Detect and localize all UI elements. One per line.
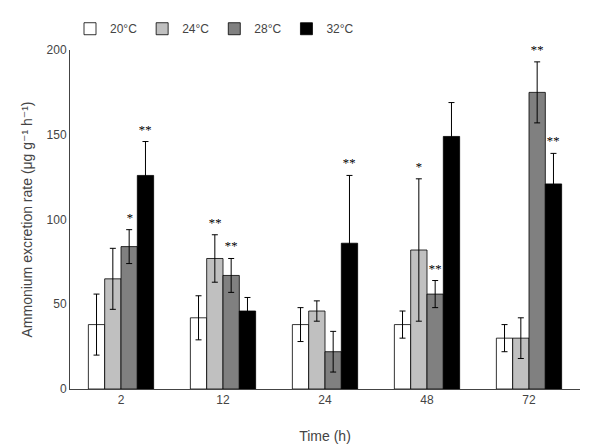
svg-text:24: 24 — [318, 393, 332, 407]
svg-text:**: ** — [546, 133, 560, 148]
svg-text:150: 150 — [47, 128, 67, 142]
svg-text:200: 200 — [47, 43, 67, 57]
svg-text:100: 100 — [47, 213, 67, 227]
svg-text:**: ** — [224, 238, 238, 253]
svg-text:50: 50 — [53, 297, 67, 311]
svg-text:28°C: 28°C — [254, 22, 281, 36]
svg-text:48: 48 — [420, 393, 434, 407]
svg-text:72: 72 — [522, 393, 536, 407]
svg-text:**: ** — [138, 122, 152, 137]
svg-text:2: 2 — [118, 393, 125, 407]
svg-text:12: 12 — [216, 393, 230, 407]
svg-text:**: ** — [530, 42, 544, 57]
svg-text:0: 0 — [60, 382, 67, 396]
svg-text:Ammonium excretion rate (μg g⁻: Ammonium excretion rate (μg g⁻¹ h⁻¹) — [19, 101, 35, 337]
svg-text:*: * — [415, 159, 422, 174]
svg-text:**: ** — [208, 215, 222, 230]
svg-text:32°C: 32°C — [326, 22, 353, 36]
svg-text:**: ** — [428, 261, 442, 276]
svg-text:20°C: 20°C — [110, 22, 137, 36]
svg-text:24°C: 24°C — [182, 22, 209, 36]
svg-text:Time (h): Time (h) — [299, 428, 351, 444]
svg-text:*: * — [126, 210, 133, 225]
svg-text:**: ** — [342, 155, 356, 170]
